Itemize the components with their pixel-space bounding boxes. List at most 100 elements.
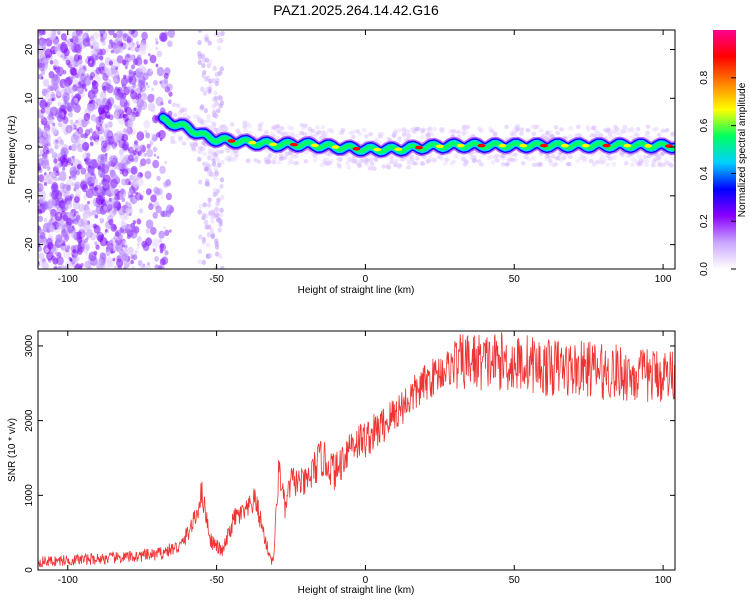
noise-blob xyxy=(77,126,84,135)
snr-y-ticks: 0 1000 2000 3000 xyxy=(24,334,675,573)
noise-blob xyxy=(514,127,520,132)
noise-blob xyxy=(108,60,114,66)
noise-blob xyxy=(63,232,70,241)
noise-blob xyxy=(72,200,80,210)
noise-blob xyxy=(655,155,661,161)
noise-blob xyxy=(77,85,84,95)
noise-blob xyxy=(127,54,130,58)
noise-blob xyxy=(84,172,93,182)
noise-blob xyxy=(464,159,470,164)
noise-blob xyxy=(357,164,362,169)
noise-blob xyxy=(513,125,519,131)
noise-blob xyxy=(158,129,166,140)
noise-blob xyxy=(389,159,394,165)
noise-blob xyxy=(120,77,128,87)
noise-blob xyxy=(622,125,628,130)
noise-blob xyxy=(223,126,229,131)
noise-blob xyxy=(478,128,484,134)
noise-blob xyxy=(552,162,558,167)
noise-blob xyxy=(145,188,152,196)
noise-blob xyxy=(46,200,54,209)
noise-blob xyxy=(544,154,550,159)
noise-blob xyxy=(177,135,183,141)
colorbar-tick-label: 0.8 xyxy=(699,70,710,84)
noise-blob xyxy=(158,230,165,239)
noise-blob xyxy=(663,158,669,164)
noise-blob xyxy=(599,159,605,165)
noise-blob xyxy=(275,129,281,134)
noise-blob xyxy=(439,129,445,134)
ridge-peak xyxy=(602,143,611,148)
noise-blob xyxy=(256,159,262,164)
noise-blob xyxy=(207,224,212,230)
noise-blob xyxy=(413,127,419,132)
noise-blob xyxy=(40,263,44,267)
noise-blob xyxy=(278,156,284,161)
snr-x-tick-label: 50 xyxy=(509,575,521,586)
noise-blob xyxy=(543,136,549,141)
noise-blob xyxy=(404,156,410,161)
noise-blob xyxy=(226,157,232,162)
noise-blob xyxy=(38,174,44,182)
noise-blob xyxy=(595,130,601,136)
noise-blob xyxy=(207,197,212,203)
noise-blob xyxy=(397,163,403,168)
noise-blob xyxy=(204,57,210,63)
noise-blob xyxy=(73,103,81,113)
noise-blob xyxy=(137,93,142,99)
noise-blob xyxy=(142,190,145,194)
noise-blob xyxy=(168,91,173,97)
noise-blob xyxy=(439,127,445,132)
noise-blob xyxy=(60,157,69,168)
noise-blob xyxy=(146,148,154,158)
noise-blob xyxy=(618,131,623,137)
noise-blob xyxy=(85,188,89,192)
noise-blob xyxy=(204,178,210,184)
noise-blob xyxy=(149,68,153,73)
noise-blob xyxy=(200,86,205,92)
noise-blob xyxy=(591,132,597,137)
colorbar-tick-label: 0.6 xyxy=(699,118,710,132)
ridge-peak xyxy=(352,146,361,151)
noise-blob xyxy=(629,135,635,140)
noise-blob xyxy=(148,53,151,57)
noise-blob xyxy=(272,124,278,130)
noise-blob xyxy=(68,176,72,180)
noise-blob xyxy=(425,158,431,164)
noise-blob xyxy=(295,160,300,165)
noise-blob xyxy=(92,173,97,179)
snr-series-line xyxy=(38,332,675,568)
noise-blob xyxy=(130,158,135,163)
noise-blob xyxy=(114,78,119,85)
noise-blob xyxy=(102,181,109,189)
noise-blob xyxy=(84,208,92,219)
noise-blob xyxy=(197,248,203,255)
noise-blob xyxy=(116,55,124,64)
noise-blob xyxy=(210,153,216,159)
noise-blob xyxy=(90,54,98,63)
noise-blob xyxy=(275,123,281,128)
noise-blob xyxy=(155,63,159,68)
noise-blob xyxy=(66,190,70,196)
noise-blob xyxy=(202,90,208,96)
noise-blob xyxy=(91,79,97,86)
noise-blob xyxy=(225,148,231,153)
noise-blob xyxy=(172,112,178,118)
noise-blob xyxy=(76,210,79,214)
noise-blob xyxy=(657,160,662,165)
ridge-peak xyxy=(415,145,424,150)
noise-blob xyxy=(316,129,322,135)
noise-blob xyxy=(210,234,215,240)
noise-blob xyxy=(420,129,426,134)
noise-blob xyxy=(67,225,74,234)
noise-blob xyxy=(121,59,127,66)
noise-blob xyxy=(215,157,221,163)
noise-blob xyxy=(559,127,564,132)
noise-blob xyxy=(548,133,554,139)
snr-x-tick-label: 0 xyxy=(363,575,369,586)
noise-blob xyxy=(411,126,417,131)
noise-blob xyxy=(65,200,73,209)
noise-blob xyxy=(513,157,519,163)
noise-blob xyxy=(136,246,140,250)
noise-blob xyxy=(320,124,326,130)
